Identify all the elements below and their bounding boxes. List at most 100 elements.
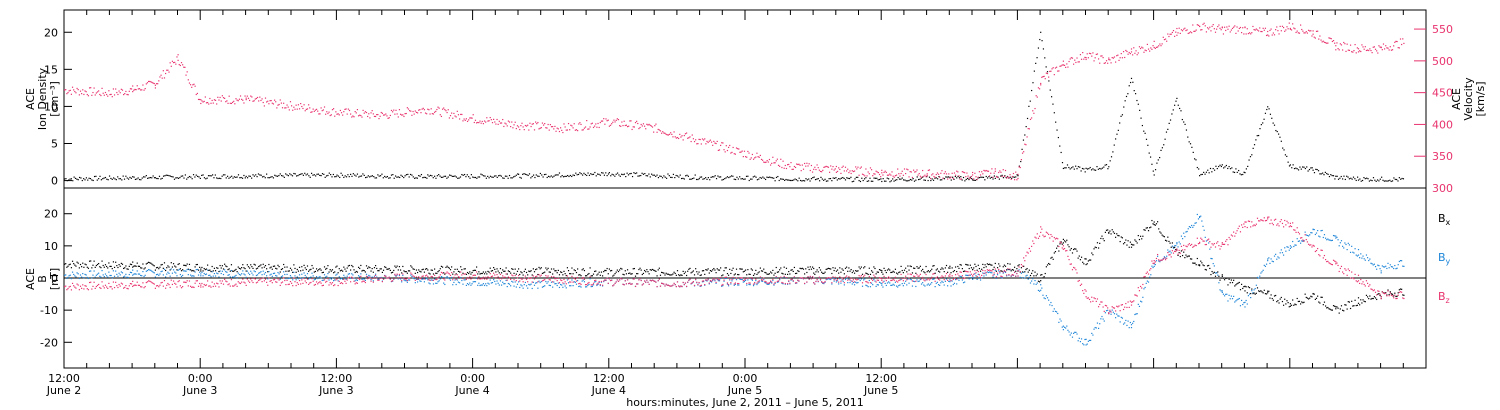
by-point [216,272,218,274]
velocity-point [1111,56,1113,59]
bx-point [369,266,371,269]
density-point [926,176,928,178]
by-point [229,276,231,278]
density-point [1387,180,1390,182]
by-point [1236,299,1238,301]
velocity-point [722,142,724,144]
density-point [1277,133,1280,135]
velocity-point [621,121,623,123]
bx-point [192,269,194,272]
by-point [1243,302,1245,304]
density-point [144,176,146,178]
by-point [1193,224,1195,227]
by-point [1285,250,1287,252]
by-point [557,282,559,284]
bx-point [1013,266,1016,268]
bx-point [250,264,252,266]
bz-point [344,280,346,282]
density-point [76,178,78,180]
by-point [600,281,603,283]
velocity-point [1176,34,1178,36]
density-point [1291,167,1293,169]
bx-point [824,271,826,273]
velocity-point [691,134,693,136]
bx-point [995,270,998,272]
density-point [1401,177,1403,180]
by-point [945,278,948,280]
by-point [1166,255,1168,257]
velocity-point [504,122,506,124]
bx-point [1399,288,1402,290]
velocity-point [424,112,427,114]
by-point [1018,269,1020,271]
bx-point [1295,304,1297,306]
density-point [840,177,842,179]
density-point [276,175,279,177]
by-point [132,269,134,271]
bx-point [182,269,184,271]
velocity-point [614,121,616,123]
bx-point [1118,235,1120,237]
density-point [378,175,380,177]
by-point [781,282,783,284]
bx-point [729,268,731,270]
density-point [968,178,970,181]
by-point [713,278,715,280]
bx-point [649,269,651,271]
by-point [152,271,154,273]
bx-point [1048,262,1050,265]
bx-point [937,270,940,272]
velocity-point [1105,60,1108,62]
bx-point [833,269,835,272]
density-point [1096,166,1098,168]
density-point [1180,110,1182,112]
by-point [502,281,504,283]
bx-point [440,265,443,268]
bx-point [1252,292,1254,295]
density-point [683,178,685,180]
bz-point [427,275,429,278]
velocity-point [268,103,270,105]
bx-point [469,271,471,273]
bx-point [524,268,527,270]
density-point [416,177,418,179]
density-point [1327,173,1329,175]
bx-point [330,270,332,272]
by-point [966,274,968,276]
velocity-point [508,121,511,123]
bx-point [872,271,874,273]
density-point [171,175,173,178]
bx-point [1368,298,1370,300]
bx-point [1262,292,1264,294]
by-point [1213,265,1215,267]
bx-point [1130,246,1133,248]
by-point [226,271,228,273]
density-point [117,176,119,178]
by-point [891,284,893,286]
density-point [334,176,336,178]
by-point [141,275,143,277]
velocity-point [563,123,565,125]
velocity-point [340,112,343,114]
density-point [355,175,357,177]
by-point [1144,286,1146,289]
velocity-point [898,173,900,175]
density-point [653,174,655,176]
velocity-point [202,101,204,103]
density-point [1137,103,1139,105]
density-point [573,174,576,177]
velocity-point [344,108,346,111]
density-point [78,176,81,179]
velocity-point [533,129,536,131]
velocity-point [130,88,133,90]
velocity-point [931,174,933,176]
bx-point [1212,272,1214,274]
by-point [228,274,230,276]
density-point [636,172,638,174]
density-point [65,178,67,180]
by-point [704,284,706,286]
velocity-point [872,175,874,177]
density-point [1086,168,1089,170]
bx-point [1090,259,1092,261]
bx-point [357,266,360,268]
